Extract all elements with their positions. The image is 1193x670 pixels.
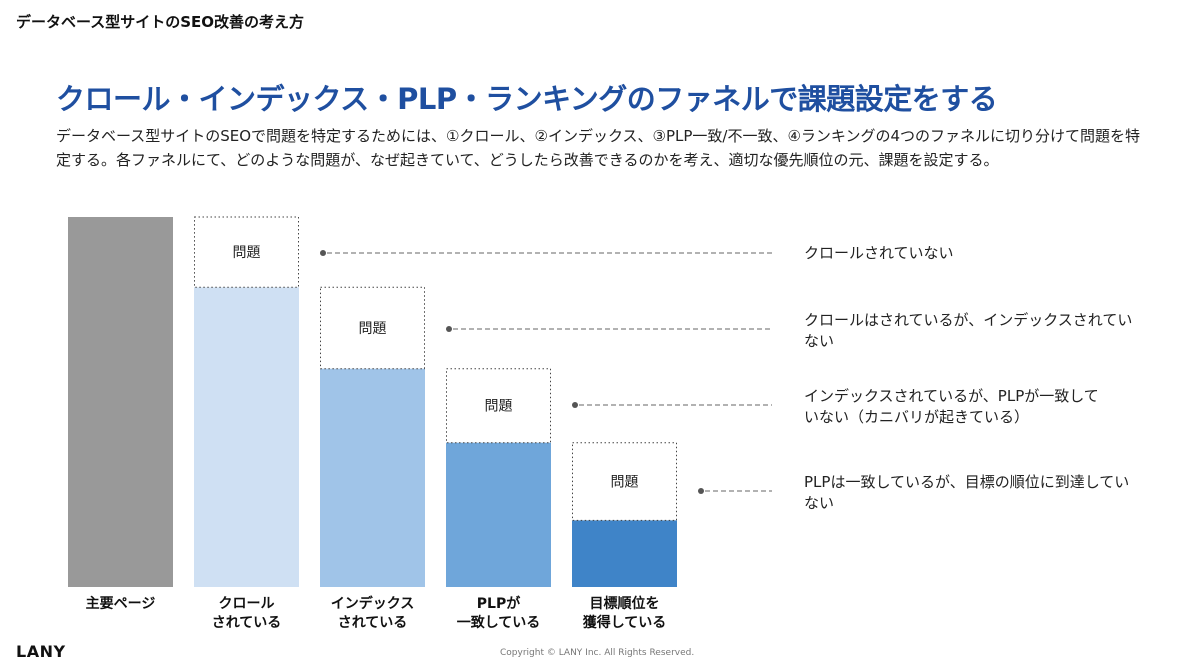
category-label: 主要ページ <box>86 595 156 612</box>
connector-dot <box>572 402 578 408</box>
footer-copyright: Copyright © LANY Inc. All Rights Reserve… <box>500 648 695 658</box>
category-label: 目標順位を獲得している <box>583 595 667 631</box>
category-label: インデックスされている <box>331 595 415 631</box>
footer-logo: LANY <box>16 642 66 661</box>
funnel-bar <box>320 368 425 587</box>
category-label: クロールされている <box>212 596 282 631</box>
funnel-bar <box>572 520 677 587</box>
funnel-bar <box>68 217 173 587</box>
problem-label: 問題 <box>359 321 387 337</box>
slide-description: データベース型サイトのSEOで問題を特定するためには、①クロール、②インデックス… <box>56 127 1140 169</box>
problem-box <box>320 286 425 370</box>
funnel-bar <box>446 442 551 587</box>
annotation-text: クロールされていない <box>804 244 954 262</box>
connector-dot <box>698 488 704 494</box>
annotation-text: インデックスされているが、PLPが一致していない（カニバリが起きている） <box>804 387 1099 426</box>
deck-title: データベース型サイトのSEO改善の考え方 <box>16 13 305 31</box>
funnel-bar <box>194 287 299 587</box>
problem-label: 問題 <box>611 475 639 491</box>
connector-dot <box>320 250 326 256</box>
problem-box <box>572 442 677 521</box>
category-label: PLPが一致している <box>457 595 541 631</box>
annotation-text: クロールはされているが、インデックスされていない <box>804 311 1132 350</box>
connector-dot <box>446 326 452 332</box>
problem-label: 問題 <box>485 399 513 415</box>
problem-label: 問題 <box>233 245 261 261</box>
slide-title: クロール・インデックス・PLP・ランキングのファネルで課題設定をする <box>56 82 998 116</box>
annotation-text: PLPは一致しているが、目標の順位に到達していない <box>804 473 1129 512</box>
problem-box <box>446 368 551 444</box>
problem-box <box>194 216 299 288</box>
